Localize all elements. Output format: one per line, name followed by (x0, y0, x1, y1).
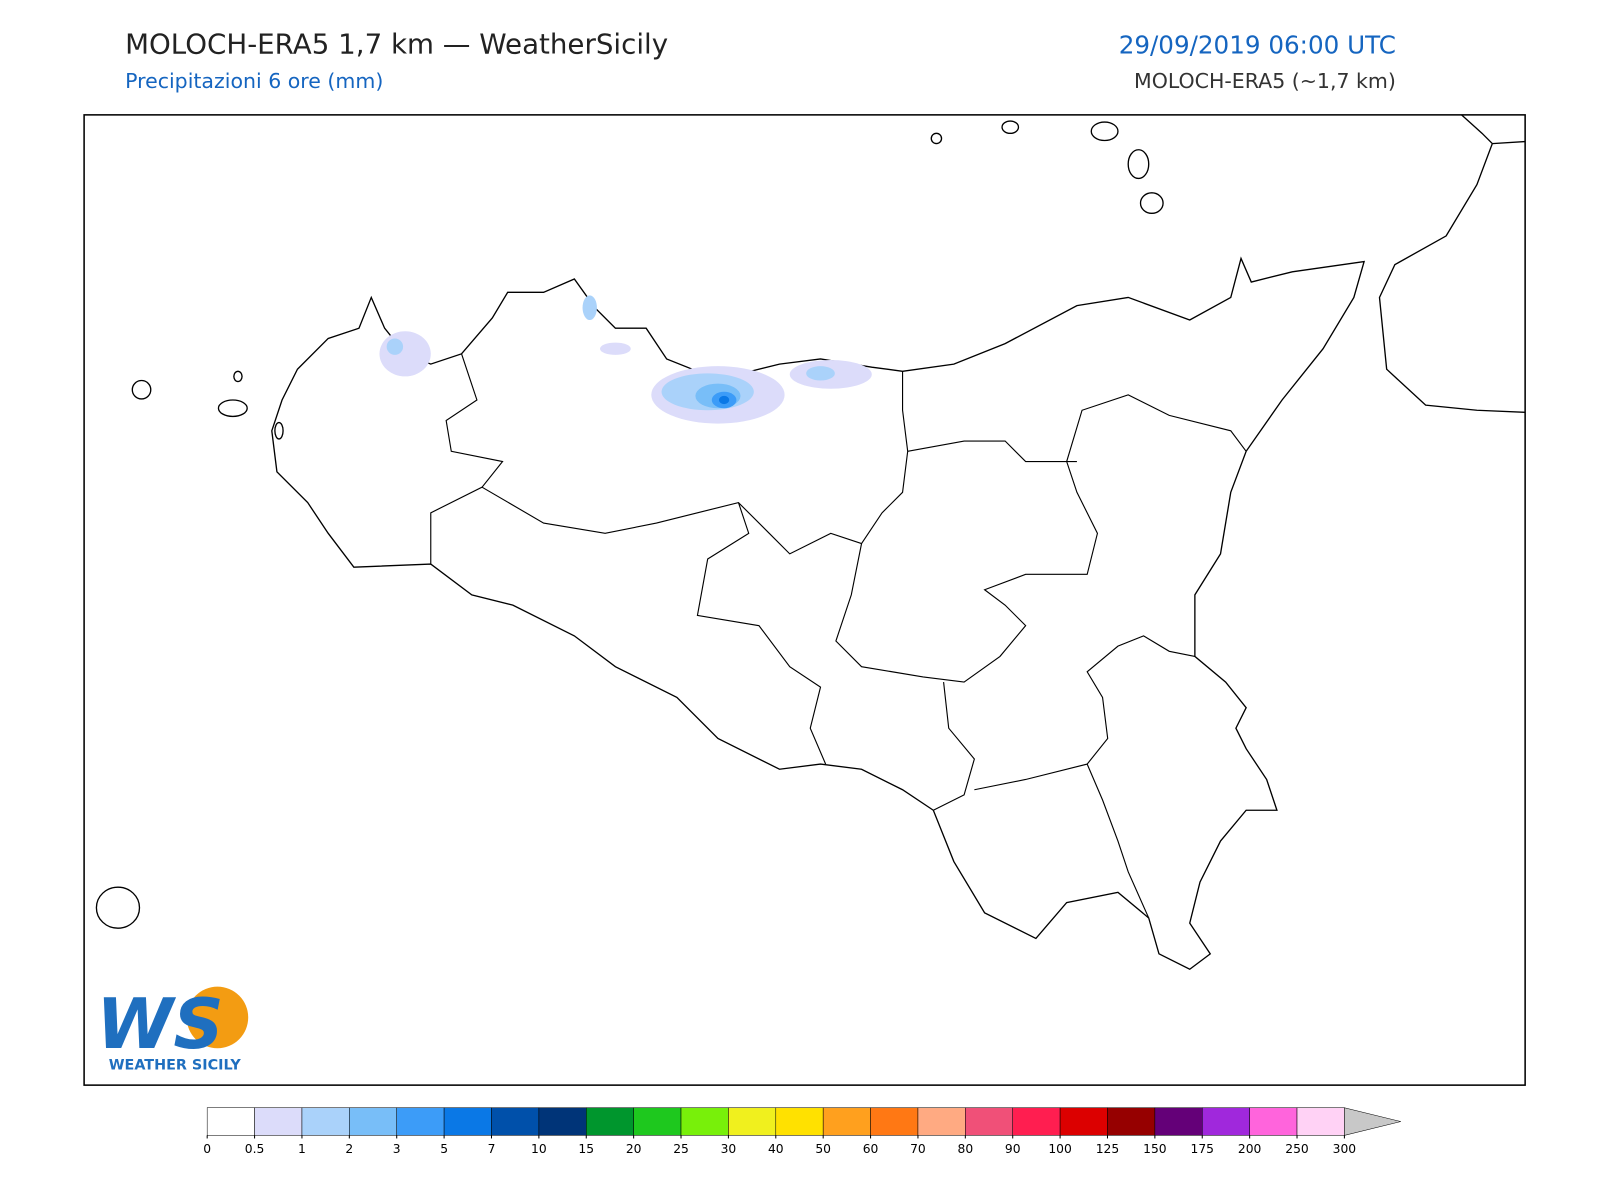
colorbar-tick-label: 250 (1285, 1142, 1308, 1156)
colorbar-tick-label: 50 (815, 1142, 831, 1156)
colorbar-tick-label: 10 (531, 1142, 547, 1156)
islands (95, 120, 1164, 929)
province-borders (430, 353, 1247, 919)
colorbar-tick-label: 70 (910, 1142, 926, 1156)
colorbar-box (1012, 1107, 1061, 1136)
colorbar-tick-label: 150 (1143, 1142, 1166, 1156)
colorbar-box (1249, 1107, 1298, 1136)
colorbar-tick-label: 40 (768, 1142, 784, 1156)
colorbar-tick-label: 200 (1238, 1142, 1261, 1156)
colorbar-box (917, 1107, 966, 1136)
logo-mark: WS (96, 984, 223, 1065)
colorbar-tick-label: 0.5 (245, 1142, 265, 1156)
colorbar-box (491, 1107, 540, 1136)
colorbar-box (965, 1107, 1013, 1136)
logo-name: WEATHER SICILY (109, 1058, 242, 1074)
colorbar-tick-label: 7 (488, 1142, 496, 1156)
datetime: 29/09/2019 06:00 UTC (1119, 30, 1396, 59)
colorbar-box (1296, 1107, 1345, 1136)
colorbar-tick-label: 15 (578, 1142, 594, 1156)
colorbar-box (206, 1107, 255, 1136)
calabria-coast (1378, 140, 1526, 413)
colorbar-box (775, 1107, 824, 1136)
colorbar-tick-label: 175 (1191, 1142, 1214, 1156)
colorbar-tick-label: 2 (345, 1142, 353, 1156)
precipitation (379, 295, 872, 424)
colorbar-box (349, 1107, 397, 1136)
colorbar-tick-label: 3 (393, 1142, 401, 1156)
model-label: MOLOCH-ERA5 (~1,7 km) (1134, 69, 1396, 93)
colorbar-box (1107, 1107, 1156, 1136)
colorbar-box (443, 1107, 492, 1136)
map (83, 114, 1526, 1086)
logo: WS WEATHER SICILY (96, 984, 249, 1074)
colorbar-box (1201, 1107, 1250, 1136)
colorbar-tick-label: 20 (626, 1142, 642, 1156)
colorbar-tick-label: 100 (1048, 1142, 1071, 1156)
colorbar-box (633, 1107, 682, 1136)
colorbar-box (1154, 1107, 1203, 1136)
colorbar-tick-label: 60 (863, 1142, 879, 1156)
colorbar-box (301, 1107, 350, 1136)
title: MOLOCH-ERA5 1,7 km — WeatherSicily (125, 27, 668, 60)
colorbar-box (396, 1107, 445, 1136)
colorbar-tick-label: 25 (673, 1142, 689, 1156)
subtitle: Precipitazioni 6 ore (mm) (125, 69, 383, 93)
colorbar-tick-label: 5 (440, 1142, 448, 1156)
colorbar-extend (1344, 1107, 1401, 1136)
colorbar-box (822, 1107, 871, 1136)
colorbar-tick-label: 300 (1333, 1142, 1356, 1156)
colorbar-tick-label: 30 (721, 1142, 737, 1156)
colorbar-box (680, 1107, 729, 1136)
colorbar-tick-label: 1 (298, 1142, 306, 1156)
colorbar-box (1059, 1107, 1108, 1136)
calabria-tip (1461, 114, 1493, 145)
colorbar-box (728, 1107, 777, 1136)
colorbar-box (538, 1107, 587, 1136)
colorbar-tick-label: 80 (958, 1142, 974, 1156)
colorbar-tick-label: 0 (203, 1142, 211, 1156)
colorbar-tick-label: 90 (1005, 1142, 1021, 1156)
colorbar-tick-label: 125 (1096, 1142, 1119, 1156)
colorbar-box (254, 1107, 303, 1136)
colorbar-box (870, 1107, 919, 1136)
colorbar-box (585, 1107, 634, 1136)
colorbar: 0 0.5 1 2 3 5 7 10 15 20 25 30 40 50 60 70 80 90 100 125 150… (203, 1107, 1401, 1156)
